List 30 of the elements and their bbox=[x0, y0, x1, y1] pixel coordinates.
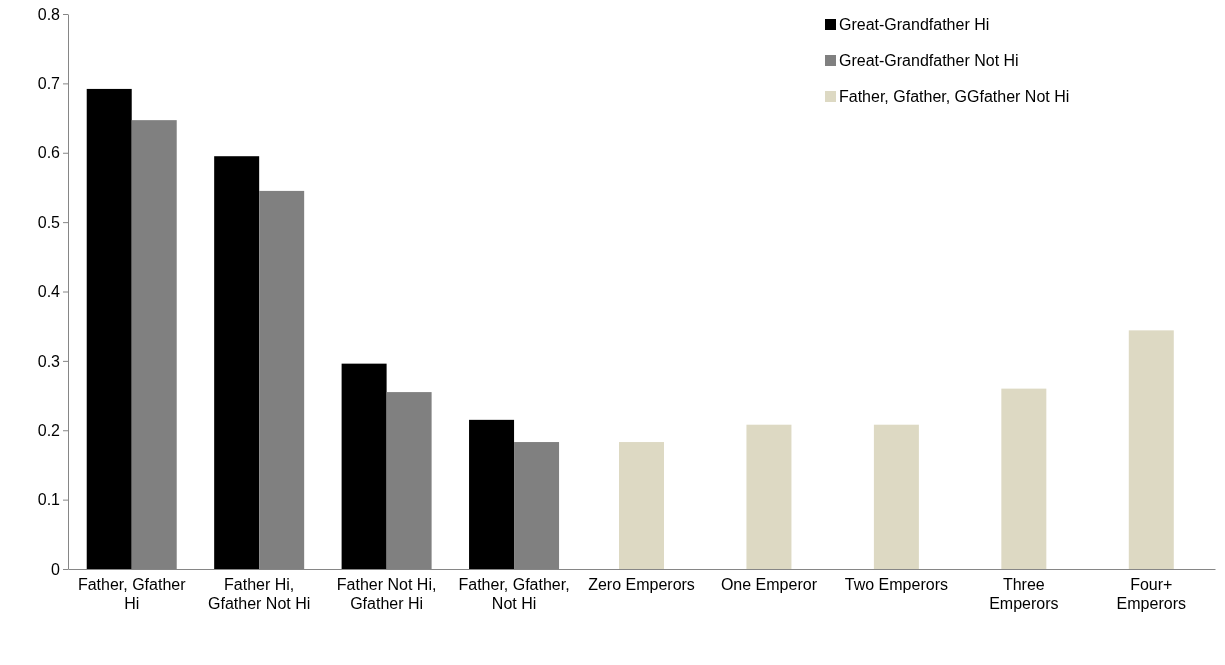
x-tick-label: One Emperor bbox=[720, 575, 818, 593]
y-tick-label: 0 bbox=[51, 560, 61, 578]
y-tick-label: 0.3 bbox=[37, 352, 61, 370]
bar bbox=[873, 424, 919, 569]
y-tick-label: 0.2 bbox=[37, 421, 61, 439]
bar bbox=[341, 363, 387, 569]
y-tick-label: 0.4 bbox=[37, 283, 61, 301]
bar bbox=[619, 442, 664, 569]
x-tick-label: Father, Gfather, Not Hi bbox=[458, 575, 570, 612]
y-tick-label: 0.7 bbox=[37, 75, 61, 92]
bar bbox=[86, 88, 132, 569]
legend-label: Great-Grandfather Hi bbox=[839, 16, 990, 33]
bar bbox=[214, 156, 260, 569]
y-tick-label: 0.1 bbox=[37, 491, 61, 509]
x-tick-label: Two Emperors bbox=[844, 575, 948, 593]
y-tick-label: 0.5 bbox=[37, 213, 61, 231]
bar bbox=[1001, 388, 1047, 569]
legend-label: Father, Gfather, GGfather Not Hi bbox=[839, 88, 1070, 105]
x-tick-label: Father, Gfather Hi bbox=[77, 575, 187, 612]
y-tick-label: 0.8 bbox=[37, 5, 61, 23]
legend-label: Great-Grandfather Not Hi bbox=[839, 52, 1019, 69]
x-tick-label: Zero Emperors bbox=[588, 575, 695, 593]
bar bbox=[746, 424, 792, 569]
x-tick-label: Three Emperors bbox=[989, 575, 1059, 612]
bar bbox=[469, 419, 515, 569]
x-tick-label: Father Hi, Gfather Not Hi bbox=[208, 575, 311, 612]
y-tick-label: 0.6 bbox=[37, 144, 61, 162]
x-tick-label: Four+ Emperors bbox=[1116, 575, 1186, 612]
x-tick-label: Father Not Hi, Gfather Hi bbox=[336, 575, 437, 612]
bar bbox=[1128, 330, 1174, 569]
